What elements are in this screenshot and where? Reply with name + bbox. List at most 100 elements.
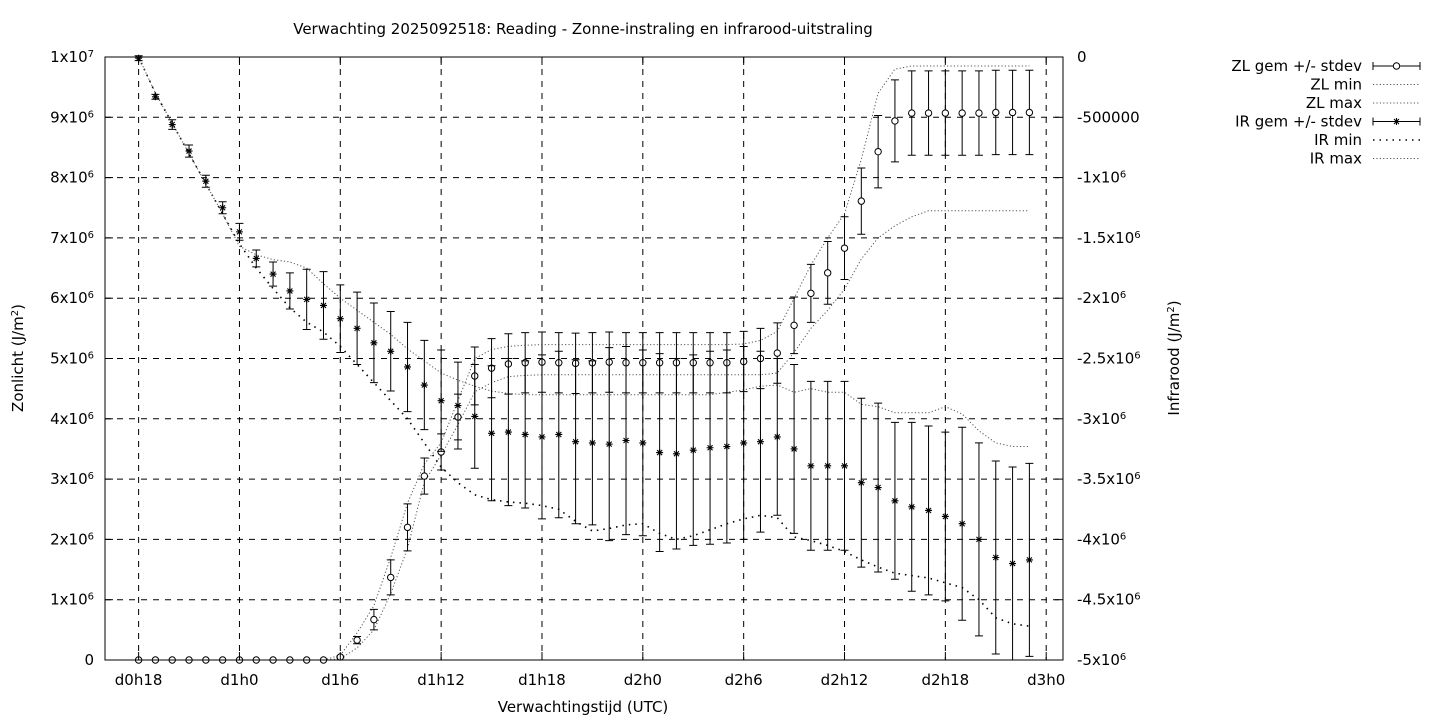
y2-tick-label: -500000 — [1077, 108, 1140, 126]
ir-gem-stdev-point — [538, 433, 546, 441]
ir-gem-stdev-point — [1025, 556, 1033, 564]
ir-gem-stdev-point — [790, 445, 798, 453]
zl-gem-stdev-point — [857, 197, 866, 205]
ir-gem-stdev-point — [992, 553, 1000, 561]
ir-gem-stdev-point — [202, 177, 210, 185]
ir-gem-stdev-point — [941, 512, 949, 520]
ir-gem-stdev-point — [773, 433, 781, 441]
legend-marker-zl-gem-stdev — [1392, 62, 1401, 70]
x-axis-label: Verwachtingstijd (UTC) — [498, 698, 669, 716]
ir-gem-stdev-point — [286, 287, 294, 295]
ir-gem-stdev-point — [454, 402, 462, 410]
plot-frame — [104, 56, 1064, 661]
ir-max-line — [138, 56, 1030, 447]
ir-gem-stdev-point — [639, 439, 647, 447]
x-tick-label: d1h12 — [417, 671, 465, 689]
zl-gem-stdev-point — [992, 108, 1000, 117]
ir-gem-stdev-point — [303, 295, 311, 303]
zl-min-line — [323, 210, 1030, 661]
zl-gem-stdev-point — [1025, 108, 1034, 117]
ir-gem-stdev-point — [605, 440, 613, 448]
x-tick-label: d2h6 — [725, 671, 763, 689]
zl-gem-stdev-point — [387, 573, 395, 582]
zl-gem-stdev-point — [403, 523, 412, 532]
zl-gem-stdev-point — [1008, 108, 1017, 117]
ir-gem-stdev-point — [404, 363, 412, 371]
y2-tick-label: 0 — [1077, 48, 1087, 66]
y-tick-label: 1x107 — [50, 48, 94, 66]
ir-gem-stdev-point — [857, 479, 865, 487]
ir-gem-stdev-point — [269, 270, 277, 278]
ir-gem-stdev-point — [235, 228, 243, 236]
legend-label: IR min — [1314, 131, 1362, 149]
ir-gem-stdev-point — [151, 93, 159, 101]
zl-gem-stdev-point — [807, 289, 815, 298]
zl-gem-stdev-point — [908, 109, 916, 117]
ir-gem-stdev-point — [252, 254, 260, 262]
ir-gem-stdev-point — [1009, 560, 1017, 568]
x-tick-label: d3h0 — [1027, 671, 1065, 689]
chart-title: Verwachting 2025092518: Reading - Zonne-… — [293, 20, 873, 38]
ir-gem-stdev-point — [185, 147, 193, 155]
min-max-curves — [137, 56, 1030, 661]
zl-gem-stdev-point — [975, 109, 983, 117]
ir-gem-stdev-point — [740, 439, 748, 447]
zl-gem-stdev-point — [420, 472, 429, 480]
ir-gem-stdev-point — [807, 462, 815, 470]
y2-axis-label: Infrarood (J/m2) — [1165, 300, 1183, 415]
ir-gem-stdev-point — [353, 324, 361, 332]
ir-gem-stdev-point — [622, 437, 630, 445]
ir-gem-stdev-point — [588, 439, 596, 447]
ir-gem-stdev-point — [958, 520, 966, 528]
y2-tick-label: -1x106 — [1077, 169, 1126, 187]
ir-gem-stdev-point — [841, 462, 849, 470]
ir-gem-stdev-point — [471, 412, 479, 420]
y-tick-label: 6x106 — [50, 289, 94, 307]
zl-gem-stdev-point — [773, 349, 781, 357]
ir-gem-stdev-point — [219, 204, 227, 212]
y2-tick-label: -3x106 — [1077, 410, 1126, 428]
y2-tick-label: -3.5x106 — [1077, 470, 1141, 488]
zl-gem-stdev-point — [891, 117, 899, 125]
ir-gem-stdev-point — [555, 430, 563, 438]
ir-gem-stdev-point — [370, 339, 378, 347]
ir-gem-stdev-point — [521, 430, 529, 438]
ir-gem-stdev-point — [672, 450, 680, 458]
y-tick-label: 8x106 — [50, 169, 94, 187]
x-tick-label: d1h18 — [518, 671, 566, 689]
zl-gem-stdev-point — [840, 244, 849, 252]
x-tick-label: d2h18 — [922, 671, 970, 689]
ir-gem-stdev-point — [723, 443, 731, 451]
x-tick-label: d1h6 — [321, 671, 359, 689]
ir-gem-stdev-point — [437, 397, 445, 405]
y-tick-label: 0 — [84, 651, 94, 669]
y2-tick-label: -2.5x106 — [1077, 350, 1141, 368]
ir-gem-stdev-point — [336, 315, 344, 323]
axis-ticks: d0h18 d1h0 d1h6 d1h12 d1h18 d2h0 d2h6 d2h12 d2h1… — [50, 48, 1141, 689]
legend-label: ZL gem +/- stdev — [1231, 57, 1362, 75]
zl-gem-stdev-point — [353, 636, 361, 644]
ir-gem-stdev-point — [689, 446, 697, 454]
ir-gem-stdev-point — [319, 301, 327, 309]
y-tick-label: 4x106 — [50, 410, 94, 428]
zl-gem-stdev-point — [874, 147, 882, 156]
legend-label: IR gem +/- stdev — [1235, 113, 1362, 131]
y2-tick-label: -2x106 — [1077, 289, 1126, 307]
zl-gem-stdev-point — [824, 269, 832, 277]
grid-lines — [105, 56, 1063, 661]
x-tick-label: d0h18 — [115, 671, 163, 689]
ir-gem-stdev-point — [656, 449, 664, 457]
ir-gem-stdev-point — [572, 438, 580, 446]
legend-label: ZL max — [1306, 94, 1362, 112]
zl-gem-stdev-point — [941, 109, 950, 117]
x-tick-label: d2h12 — [821, 671, 869, 689]
legend-marker-ir-gem-stdev — [1393, 118, 1400, 125]
x-tick-label: d1h0 — [220, 671, 258, 689]
y-tick-label: 5x106 — [50, 350, 94, 368]
y-tick-label: 3x106 — [50, 470, 94, 488]
legend-label: ZL min — [1310, 76, 1362, 94]
zl-gem-stdev-point — [370, 615, 378, 624]
y2-tick-label: -4x106 — [1077, 530, 1126, 548]
ir-gem-stdev-point — [975, 535, 983, 543]
ir-gem-stdev-point — [925, 506, 933, 514]
